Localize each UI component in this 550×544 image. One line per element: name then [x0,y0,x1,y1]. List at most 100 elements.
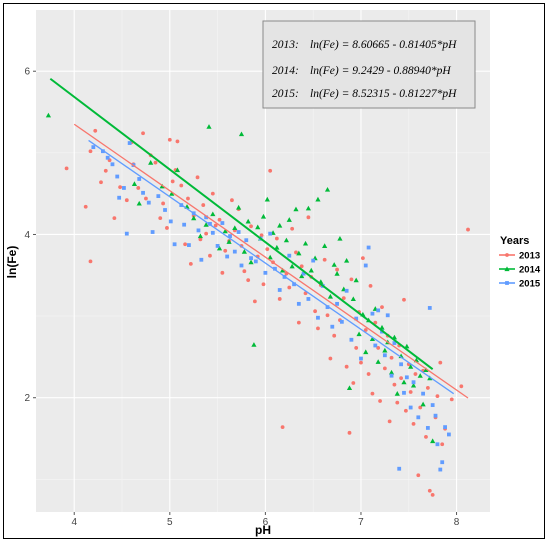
x-axis-title: pH [255,523,271,537]
data-point-2015 [182,222,187,227]
data-point-2013 [418,405,423,410]
chart-frame [3,3,545,539]
data-point-2013 [223,248,228,253]
data-point-2014 [226,239,232,244]
data-point-2014 [241,249,247,254]
data-point-2015 [220,221,225,225]
data-point-2013 [322,257,327,262]
data-point-2014 [203,222,209,227]
data-point-2015 [141,190,145,195]
data-point-2013 [186,196,190,201]
data-point-2014 [322,243,328,248]
data-point-2013 [124,198,129,203]
data-point-2013 [265,247,270,252]
data-point-2013 [165,226,169,230]
data-point-2013 [373,320,378,325]
data-point-2013 [161,201,166,206]
data-point-2014 [283,237,290,243]
data-point-2015 [172,242,177,247]
data-point-2014 [248,259,254,265]
data-point-2013 [316,326,320,331]
data-point-2015 [253,259,258,264]
data-point-2013 [158,216,163,221]
legend-key-marker-2013 [505,253,509,257]
data-point-2013 [210,191,215,196]
data-point-2013 [259,233,264,238]
equation-2015: ln(Fe) = 8.52315 - 0.81227*pH [310,88,457,100]
data-point-2014 [222,228,228,234]
data-point-2015 [427,306,432,310]
data-point-2015 [399,362,404,367]
data-point-2014 [264,196,270,202]
data-point-2015 [228,234,232,239]
data-point-2015 [249,256,253,261]
data-point-2013 [313,309,317,314]
legend-title: Years [500,235,529,247]
data-point-2013 [403,408,408,413]
equation-2013: ln(Fe) = 8.60665 - 0.81405*pH [310,39,457,51]
data-point-2015 [105,155,110,160]
data-point-2013 [204,231,209,236]
data-point-2013 [368,283,373,288]
x-axis-ticks: 4 5 6 7 8 [71,512,460,528]
data-point-2013 [389,355,394,360]
data-point-2013 [411,421,416,426]
data-point-2015 [363,263,368,268]
data-point-2014 [350,296,356,302]
data-point-2013 [175,139,180,144]
data-point-2014 [331,262,337,267]
legend-key-marker-2014 [504,266,510,272]
y-tick-label: 6 [24,67,30,78]
data-point-2015 [430,403,435,407]
data-point-2015 [292,282,296,287]
data-point-2013 [83,204,88,209]
data-points [45,112,470,497]
data-point-2014 [286,217,292,222]
data-point-2015 [339,319,344,324]
data-point-2015 [397,466,402,471]
data-point-2014 [296,250,302,256]
data-point-2015 [263,270,268,275]
data-point-2015 [232,249,237,254]
data-point-2015 [124,231,129,236]
data-point-2013 [299,264,304,269]
data-point-2013 [387,419,392,424]
data-point-2013 [408,390,413,394]
data-point-2014 [327,293,333,299]
data-point-2015 [239,263,244,268]
data-point-2015 [168,219,173,224]
data-point-2015 [127,141,132,145]
data-point-2014 [417,373,423,378]
data-point-2013 [188,261,193,266]
data-point-2015 [199,257,204,262]
data-point-2015 [330,324,335,329]
data-point-2013 [395,400,400,405]
x-tick-label: 5 [167,517,173,528]
data-point-2015 [101,149,105,154]
data-point-2013 [220,270,225,275]
data-point-2013 [413,372,418,376]
data-point-2015 [277,288,282,292]
data-point-2013 [136,186,141,190]
data-point-2013 [424,435,428,439]
data-point-2013 [249,224,253,229]
data-point-2014 [136,200,142,206]
equation-year-2015: 2015: [272,88,299,100]
data-point-2014 [404,343,410,349]
data-point-2013 [344,364,349,369]
data-point-2015 [376,308,381,313]
data-point-2014 [197,233,203,239]
data-point-2015 [316,315,320,320]
data-point-2013 [449,397,454,402]
data-point-2014 [260,213,267,219]
data-point-2013 [425,386,430,390]
data-point-2015 [210,230,215,235]
data-point-2014 [274,244,280,250]
data-point-2013 [118,185,123,190]
data-point-2013 [183,242,188,247]
data-point-2014 [363,349,369,355]
data-point-2013 [144,196,148,201]
data-point-2015 [268,231,273,236]
data-point-2014 [216,245,223,251]
data-point-2015 [225,254,230,259]
